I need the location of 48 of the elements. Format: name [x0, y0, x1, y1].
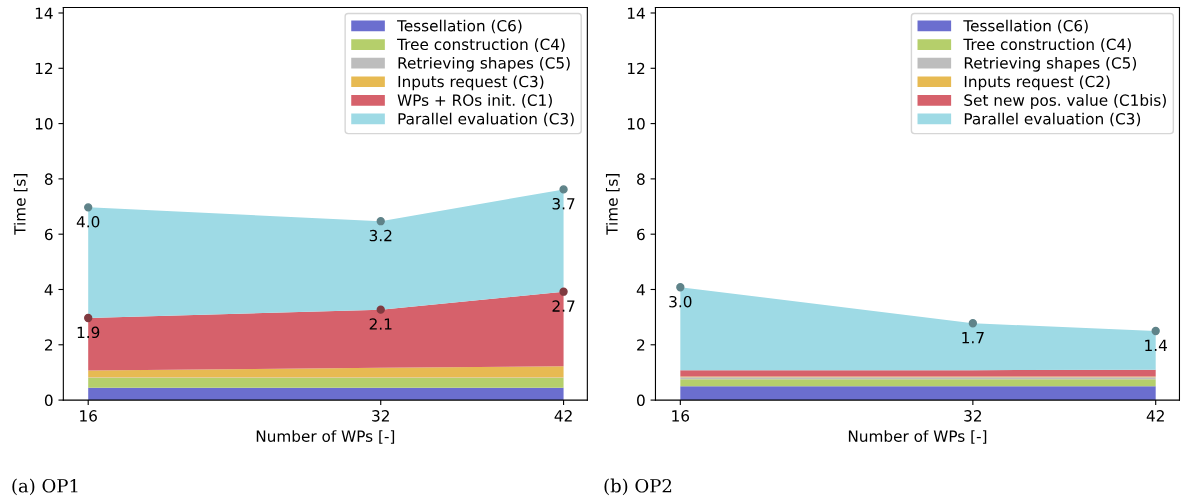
legend-label: Parallel evaluation (C3): [964, 112, 1141, 127]
legend-label: Tessellation (C6): [963, 19, 1088, 34]
data-label: 3.7: [552, 198, 575, 210]
y-tick-label: 10: [627, 118, 645, 130]
x-tick-label: 32: [372, 410, 389, 422]
data-label: 1.4: [1145, 339, 1167, 351]
text: (a) OP1: [12, 478, 78, 496]
x-axis-title: Number of WPs [-]: [256, 430, 395, 444]
x-tick-label: 42: [1146, 410, 1164, 422]
legend-label: Tree construction (C4): [963, 38, 1131, 52]
x-tick-label: 42: [554, 410, 572, 422]
data-label: 2.7: [552, 300, 575, 312]
data-label: 2.1: [369, 318, 392, 330]
text: (b) OP2: [604, 478, 672, 496]
legend-label: Tessellation (C6): [397, 19, 522, 34]
x-axis-title: Number of WPs [-]: [848, 430, 987, 444]
legend-label: Inputs request (C3): [398, 75, 544, 91]
y-tick-label: 6: [44, 228, 53, 241]
legend-label: Retrieving shapes (C5): [964, 56, 1137, 72]
y-axis-title: Time [s]: [605, 174, 620, 235]
y-tick-label: 0: [637, 394, 645, 407]
data-label: 3.2: [369, 229, 392, 242]
x-tick-label: 32: [964, 410, 982, 422]
y-tick-label: 0: [44, 394, 53, 407]
y-tick-label: 6: [637, 228, 645, 241]
y-tick-label: 12: [35, 62, 53, 75]
x-tick-label: 16: [80, 410, 97, 422]
legend-label: Inputs request (C2): [964, 75, 1110, 91]
y-tick-label: 2: [45, 339, 53, 351]
y-tick-label: 12: [627, 62, 645, 75]
x-tick-label: 16: [672, 410, 690, 422]
y-tick-label: 10: [35, 118, 53, 130]
y-tick-label: 2: [637, 339, 645, 351]
y-axis-title: Time [s]: [13, 174, 28, 235]
legend-label: Tree construction (C4): [397, 38, 565, 52]
y-tick-label: 14: [35, 7, 53, 19]
data-label: 3.0: [669, 295, 692, 308]
y-tick-label: 8: [44, 173, 53, 185]
data-label: 4.0: [76, 215, 100, 228]
y-tick-label: 8: [637, 173, 645, 185]
legend-label: Set new pos. value (C1bis): [964, 94, 1166, 109]
y-tick-label: 4: [44, 284, 53, 296]
legend-label: WPs + ROs init. (C1): [397, 94, 552, 108]
legend-label: Retrieving shapes (C5): [398, 56, 570, 72]
y-tick-label: 4: [636, 284, 645, 296]
data-label: 1.7: [962, 332, 984, 344]
legend-label: Parallel evaluation (C3): [398, 112, 574, 127]
y-tick-label: 14: [627, 7, 645, 19]
